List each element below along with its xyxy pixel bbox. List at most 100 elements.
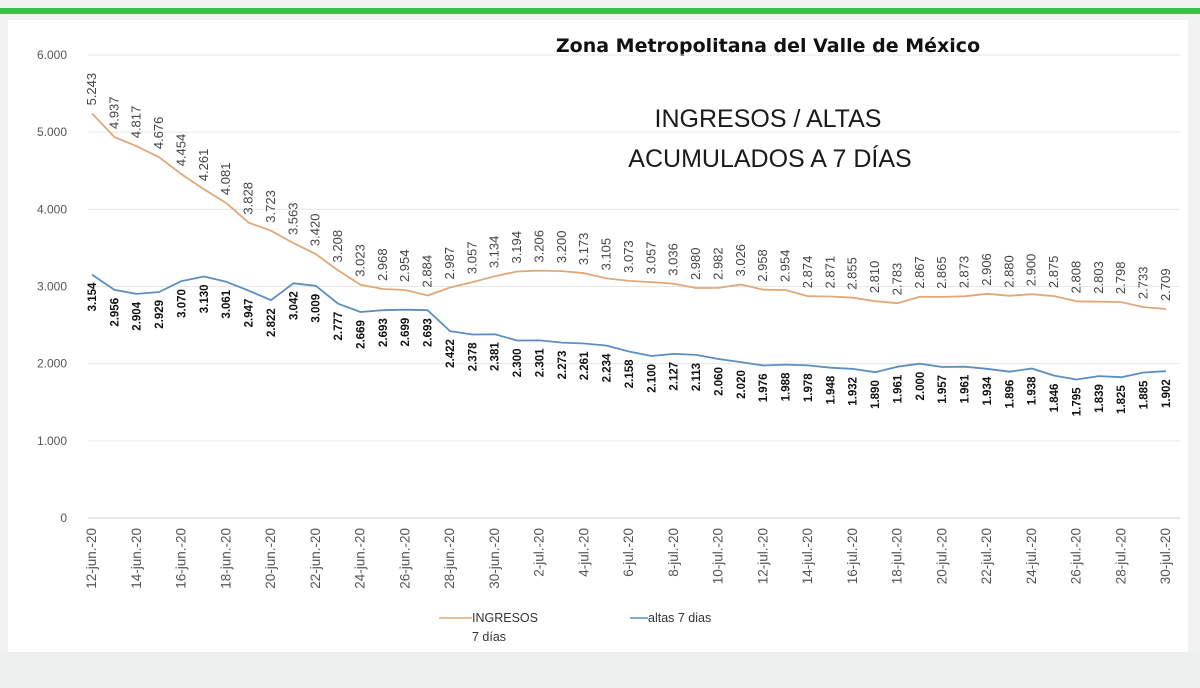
legend-altas-label: altas 7 dias <box>648 611 711 625</box>
data-label-altas: 2.113 <box>691 363 703 391</box>
data-label-ingresos: 4.454 <box>174 134 189 167</box>
data-label-ingresos: 2.900 <box>1024 254 1039 287</box>
data-label-altas: 2.378 <box>467 342 479 371</box>
data-label-altas: 1.795 <box>1072 387 1084 416</box>
x-tick-label: 24-jun.-20 <box>353 528 368 589</box>
region-title: Zona Metropolitana del Valle de México <box>556 35 980 57</box>
y-tick-label: 0 <box>60 511 67 525</box>
series-lines <box>91 112 1167 381</box>
data-label-altas: 2.127 <box>669 362 681 391</box>
data-label-altas: 3.061 <box>221 289 233 318</box>
data-label-ingresos: 2.954 <box>397 250 412 283</box>
legend-ingresos-line2: 7 días <box>472 630 506 644</box>
data-label-ingresos: 2.980 <box>688 247 703 280</box>
data-label-altas: 2.158 <box>624 359 636 388</box>
data-label-ingresos: 3.420 <box>308 214 323 247</box>
y-tick-label: 5.000 <box>37 125 67 139</box>
x-tick-label: 12-jul.-20 <box>755 528 770 584</box>
data-label-ingresos: 2.954 <box>778 250 793 283</box>
data-label-altas: 1.896 <box>1004 380 1016 409</box>
data-label-altas: 3.070 <box>177 289 189 318</box>
data-label-ingresos: 3.057 <box>464 242 479 275</box>
series-line-ingresos <box>91 112 1167 310</box>
data-label-altas: 3.130 <box>199 284 211 313</box>
gridlines <box>88 54 1180 519</box>
x-tick-label: 16-jul.-20 <box>845 528 860 584</box>
data-label-ingresos: 2.873 <box>957 256 972 289</box>
data-label-altas: 2.693 <box>423 318 435 347</box>
data-label-altas: 1.961 <box>893 374 905 403</box>
data-label-altas: 2.273 <box>557 351 569 380</box>
data-label-ingresos: 3.105 <box>599 238 614 271</box>
data-label-altas: 3.009 <box>311 294 323 323</box>
data-label-ingresos: 2.709 <box>1158 268 1173 301</box>
data-label-ingresos: 4.081 <box>218 163 233 196</box>
x-tick-label: 18-jun.-20 <box>218 528 233 589</box>
x-axis-ticks: 12-jun.-20 14-jun.-20 16-jun.-20 18-jun.-20… <box>84 528 1173 589</box>
y-tick-label: 1.000 <box>37 434 67 448</box>
data-label-ingresos: 2.783 <box>890 263 905 296</box>
x-tick-label: 28-jul.-20 <box>1113 528 1128 584</box>
data-label-ingresos: 2.733 <box>1136 267 1151 300</box>
data-label-ingresos: 2.982 <box>711 247 726 280</box>
data-label-altas: 2.261 <box>579 351 591 380</box>
data-label-ingresos: 4.261 <box>196 149 211 182</box>
data-label-altas: 2.000 <box>915 372 927 401</box>
data-label-altas: 1.890 <box>870 380 882 409</box>
data-label-altas: 2.300 <box>512 349 524 378</box>
x-tick-label: 14-jul.-20 <box>800 528 815 584</box>
data-label-ingresos: 4.676 <box>151 117 166 150</box>
data-label-ingresos: 2.865 <box>934 256 949 289</box>
data-label-ingresos: 3.173 <box>576 233 591 266</box>
x-tick-label: 16-jun.-20 <box>174 528 189 589</box>
data-label-altas: 1.825 <box>1116 385 1128 414</box>
data-label-altas: 1.932 <box>848 377 860 406</box>
data-label-ingresos: 2.874 <box>800 256 815 289</box>
data-label-ingresos: 4.817 <box>129 106 144 139</box>
data-label-altas: 1.988 <box>781 372 793 401</box>
data-label-ingresos: 2.871 <box>822 256 837 289</box>
data-label-altas: 1.902 <box>1161 379 1173 408</box>
data-label-altas: 1.961 <box>960 374 972 403</box>
data-label-ingresos: 3.026 <box>733 244 748 277</box>
data-label-altas: 1.976 <box>758 374 770 403</box>
x-tick-label: 20-jun.-20 <box>263 528 278 589</box>
x-tick-label: 30-jul.-20 <box>1158 528 1173 584</box>
data-label-ingresos: 3.206 <box>532 230 547 263</box>
data-label-ingresos: 2.906 <box>979 253 994 286</box>
chart-title-line-1: INGRESOS / ALTAS <box>655 105 882 133</box>
data-label-ingresos: 2.810 <box>867 261 882 294</box>
data-label-altas: 1.948 <box>825 375 837 404</box>
y-tick-label: 2.000 <box>37 357 67 371</box>
x-tick-label: 26-jul.-20 <box>1069 528 1084 584</box>
data-label-altas: 3.042 <box>288 291 300 320</box>
data-label-altas: 2.822 <box>266 308 278 337</box>
y-tick-label: 4.000 <box>37 202 67 216</box>
data-label-altas: 3.154 <box>87 282 99 311</box>
data-label-ingresos: 2.855 <box>845 257 860 290</box>
chart-panel <box>8 20 1188 652</box>
series-line-altas <box>91 273 1167 381</box>
data-label-altas: 2.060 <box>714 367 726 396</box>
data-label-ingresos: 3.057 <box>643 242 658 275</box>
data-label-ingresos: 2.987 <box>442 247 457 280</box>
data-label-altas: 2.956 <box>109 298 121 327</box>
data-label-ingresos: 3.194 <box>509 231 524 264</box>
data-label-altas: 2.699 <box>400 318 412 347</box>
data-label-altas: 1.957 <box>937 375 949 404</box>
data-label-ingresos: 2.803 <box>1091 261 1106 294</box>
x-tick-label: 20-jul.-20 <box>934 528 949 584</box>
data-label-altas: 1.978 <box>803 373 815 402</box>
data-label-altas: 2.777 <box>333 312 345 341</box>
data-label-altas: 1.839 <box>1094 384 1106 413</box>
data-label-altas: 2.929 <box>154 300 166 329</box>
x-tick-label: 10-jul.-20 <box>711 528 726 584</box>
x-tick-label: 26-jun.-20 <box>397 528 412 589</box>
data-label-altas: 2.381 <box>490 342 502 371</box>
data-label-ingresos: 3.134 <box>487 236 502 269</box>
x-tick-label: 28-jun.-20 <box>442 528 457 589</box>
data-label-altas: 2.693 <box>378 318 390 347</box>
data-label-ingresos: 3.200 <box>554 231 569 264</box>
x-tick-label: 14-jun.-20 <box>129 528 144 589</box>
y-tick-label: 6.000 <box>37 48 67 62</box>
